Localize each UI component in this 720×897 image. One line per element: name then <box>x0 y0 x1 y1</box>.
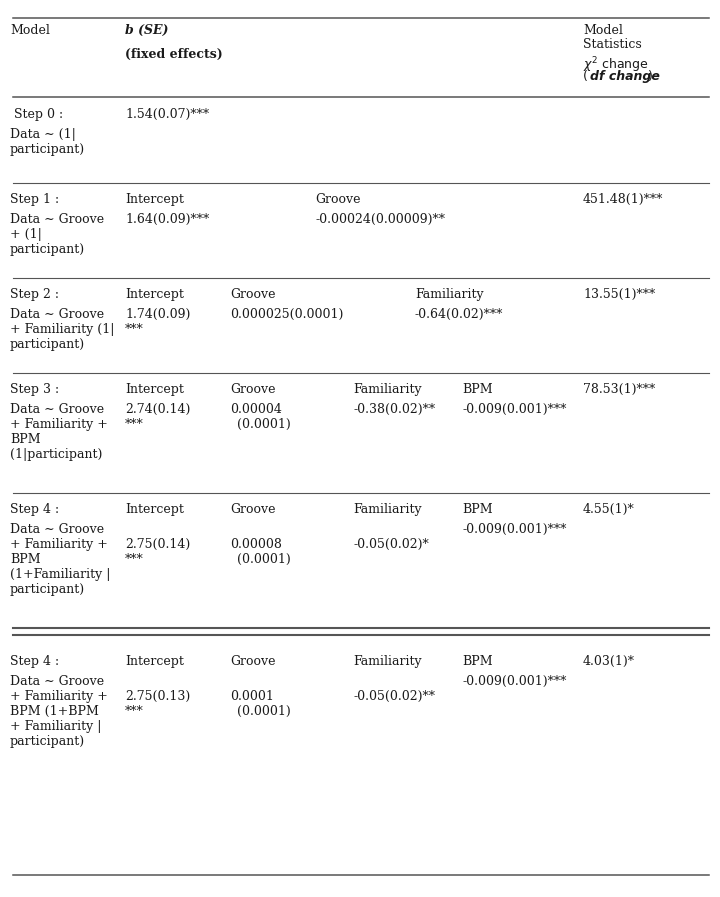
Text: Model: Model <box>10 24 50 37</box>
Text: participant): participant) <box>10 583 85 596</box>
Text: Groove: Groove <box>230 288 276 301</box>
Text: participant): participant) <box>10 338 85 351</box>
Text: 1.54(0.07)***: 1.54(0.07)*** <box>125 108 209 121</box>
Text: Step 4 :: Step 4 : <box>10 503 59 516</box>
Text: -0.64(0.02)***: -0.64(0.02)*** <box>415 308 503 321</box>
Text: Familiarity: Familiarity <box>353 503 422 516</box>
Text: ***: *** <box>125 705 144 718</box>
Text: Groove: Groove <box>230 503 276 516</box>
Text: BPM: BPM <box>462 383 492 396</box>
Text: Intercept: Intercept <box>125 383 184 396</box>
Text: Intercept: Intercept <box>125 288 184 301</box>
Text: Step 1 :: Step 1 : <box>10 193 59 206</box>
Text: + Familiarity +: + Familiarity + <box>10 690 108 703</box>
Text: ***: *** <box>125 418 144 431</box>
Text: b (SE): b (SE) <box>125 24 168 37</box>
Text: 2.75(0.13): 2.75(0.13) <box>125 690 190 703</box>
Text: ): ) <box>648 70 653 83</box>
Text: (0.0001): (0.0001) <box>237 553 291 566</box>
Text: Statistics: Statistics <box>583 38 642 51</box>
Text: $\chi^2$ change: $\chi^2$ change <box>583 55 649 74</box>
Text: -0.38(0.02)**: -0.38(0.02)** <box>353 403 435 416</box>
Text: 0.00008: 0.00008 <box>230 538 282 551</box>
Text: + Familiarity +: + Familiarity + <box>10 538 108 551</box>
Text: (0.0001): (0.0001) <box>237 418 291 431</box>
Text: Groove: Groove <box>315 193 361 206</box>
Text: Familiarity: Familiarity <box>353 655 422 668</box>
Text: 2.75(0.14): 2.75(0.14) <box>125 538 190 551</box>
Text: -0.009(0.001)***: -0.009(0.001)*** <box>462 675 567 688</box>
Text: df change: df change <box>590 70 660 83</box>
Text: BPM: BPM <box>10 553 40 566</box>
Text: Data ∼ Groove: Data ∼ Groove <box>10 523 104 536</box>
Text: -0.00024(0.00009)**: -0.00024(0.00009)** <box>315 213 445 226</box>
Text: -0.05(0.02)**: -0.05(0.02)** <box>353 690 435 703</box>
Text: Data ∼ Groove: Data ∼ Groove <box>10 403 104 416</box>
Text: 4.55(1)*: 4.55(1)* <box>583 503 635 516</box>
Text: 0.000025(0.0001): 0.000025(0.0001) <box>230 308 343 321</box>
Text: 2.74(0.14): 2.74(0.14) <box>125 403 190 416</box>
Text: ***: *** <box>125 553 144 566</box>
Text: Step 3 :: Step 3 : <box>10 383 59 396</box>
Text: 0.00004: 0.00004 <box>230 403 282 416</box>
Text: Data ∼ Groove: Data ∼ Groove <box>10 308 104 321</box>
Text: Step 2 :: Step 2 : <box>10 288 59 301</box>
Text: Model: Model <box>583 24 623 37</box>
Text: 13.55(1)***: 13.55(1)*** <box>583 288 655 301</box>
Text: + Familiarity (1|: + Familiarity (1| <box>10 323 114 336</box>
Text: BPM (1+BPM: BPM (1+BPM <box>10 705 99 718</box>
Text: 1.64(0.09)***: 1.64(0.09)*** <box>125 213 210 226</box>
Text: 1.74(0.09): 1.74(0.09) <box>125 308 190 321</box>
Text: Data ∼ (1|: Data ∼ (1| <box>10 128 76 141</box>
Text: 4.03(1)*: 4.03(1)* <box>583 655 635 668</box>
Text: ***: *** <box>125 323 144 336</box>
Text: participant): participant) <box>10 735 85 748</box>
Text: (0.0001): (0.0001) <box>237 705 291 718</box>
Text: Familiarity: Familiarity <box>353 383 422 396</box>
Text: -0.009(0.001)***: -0.009(0.001)*** <box>462 523 567 536</box>
Text: Step 0 :: Step 0 : <box>10 108 63 121</box>
Text: BPM: BPM <box>462 503 492 516</box>
Text: Data ∼ Groove: Data ∼ Groove <box>10 213 104 226</box>
Text: + (1|: + (1| <box>10 228 42 241</box>
Text: + Familiarity +: + Familiarity + <box>10 418 108 431</box>
Text: 0.0001: 0.0001 <box>230 690 274 703</box>
Text: participant): participant) <box>10 243 85 256</box>
Text: -0.05(0.02)*: -0.05(0.02)* <box>353 538 428 551</box>
Text: Familiarity: Familiarity <box>415 288 484 301</box>
Text: Step 4 :: Step 4 : <box>10 655 59 668</box>
Text: + Familiarity |: + Familiarity | <box>10 720 102 733</box>
Text: Groove: Groove <box>230 383 276 396</box>
Text: BPM: BPM <box>462 655 492 668</box>
Text: (fixed effects): (fixed effects) <box>125 48 222 61</box>
Text: -0.009(0.001)***: -0.009(0.001)*** <box>462 403 567 416</box>
Text: Intercept: Intercept <box>125 655 184 668</box>
Text: Groove: Groove <box>230 655 276 668</box>
Text: (1+Familiarity |: (1+Familiarity | <box>10 568 110 581</box>
Text: Intercept: Intercept <box>125 193 184 206</box>
Text: 451.48(1)***: 451.48(1)*** <box>583 193 663 206</box>
Text: participant): participant) <box>10 143 85 156</box>
Text: Intercept: Intercept <box>125 503 184 516</box>
Text: (: ( <box>583 70 588 83</box>
Text: (1|participant): (1|participant) <box>10 448 102 461</box>
Text: 78.53(1)***: 78.53(1)*** <box>583 383 655 396</box>
Text: BPM: BPM <box>10 433 40 446</box>
Text: Data ∼ Groove: Data ∼ Groove <box>10 675 104 688</box>
